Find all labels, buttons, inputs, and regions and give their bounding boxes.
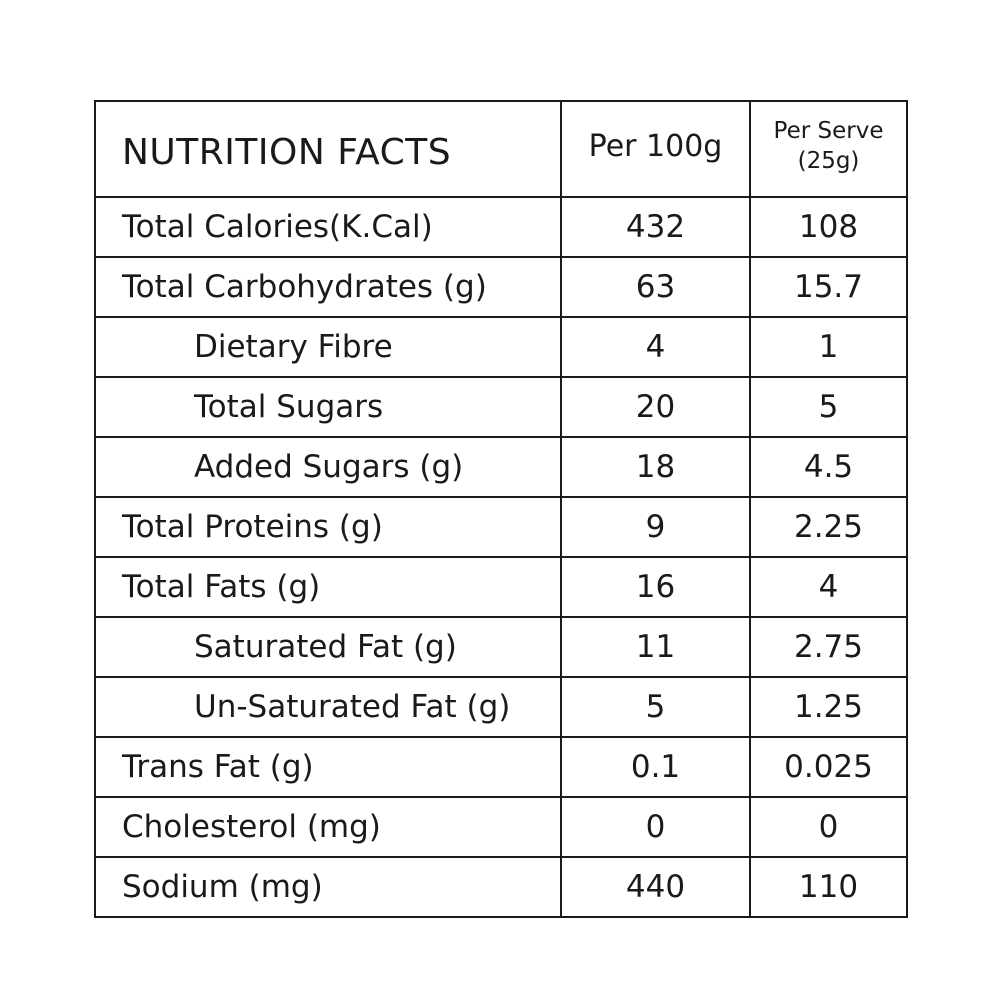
value-per-100g: 16 — [560, 556, 751, 618]
row-label: Added Sugars (g) — [94, 436, 562, 498]
nutrition-facts-table: NUTRITION FACTS Per 100g Per Serve (25g)… — [94, 100, 908, 918]
value-per-serve: 15.7 — [749, 256, 908, 318]
value-per-serve: 108 — [749, 196, 908, 258]
row-label: Total Calories(K.Cal) — [94, 196, 562, 258]
value-per-serve: 110 — [749, 856, 908, 918]
column-header-per-serve: Per Serve (25g) — [749, 100, 908, 198]
row-label: Cholesterol (mg) — [94, 796, 562, 858]
value-per-serve: 5 — [749, 376, 908, 438]
row-label: Total Proteins (g) — [94, 496, 562, 558]
table-row-total-calories: Total Calories(K.Cal) 432 108 — [94, 196, 908, 258]
value-per-100g: 9 — [560, 496, 751, 558]
value-per-serve: 1.25 — [749, 676, 908, 738]
table-row-added-sugars: Added Sugars (g) 18 4.5 — [94, 436, 908, 498]
value-per-serve: 4.5 — [749, 436, 908, 498]
table-row-unsaturated-fat: Un-Saturated Fat (g) 5 1.25 — [94, 676, 908, 738]
value-per-100g: 63 — [560, 256, 751, 318]
row-label: Total Carbohydrates (g) — [94, 256, 562, 318]
table-row-cholesterol: Cholesterol (mg) 0 0 — [94, 796, 908, 858]
value-per-100g: 4 — [560, 316, 751, 378]
row-label: Un-Saturated Fat (g) — [94, 676, 562, 738]
value-per-serve: 2.25 — [749, 496, 908, 558]
table-row-total-sugars: Total Sugars 20 5 — [94, 376, 908, 438]
value-per-100g: 5 — [560, 676, 751, 738]
row-label: Total Sugars — [94, 376, 562, 438]
per-serve-size: (25g) — [797, 148, 860, 174]
value-per-100g: 0.1 — [560, 736, 751, 798]
row-label: Dietary Fibre — [94, 316, 562, 378]
row-label: Saturated Fat (g) — [94, 616, 562, 678]
value-per-serve: 4 — [749, 556, 908, 618]
value-per-100g: 432 — [560, 196, 751, 258]
value-per-100g: 20 — [560, 376, 751, 438]
row-label: Sodium (mg) — [94, 856, 562, 918]
table-row-total-fats: Total Fats (g) 16 4 — [94, 556, 908, 618]
value-per-100g: 0 — [560, 796, 751, 858]
row-label: Total Fats (g) — [94, 556, 562, 618]
value-per-serve: 2.75 — [749, 616, 908, 678]
value-per-100g: 18 — [560, 436, 751, 498]
table-row-sodium: Sodium (mg) 440 110 — [94, 856, 908, 918]
per-serve-label: Per Serve — [773, 118, 884, 144]
value-per-100g: 440 — [560, 856, 751, 918]
column-header-per-100g: Per 100g — [560, 100, 751, 198]
table-row-saturated-fat: Saturated Fat (g) 11 2.75 — [94, 616, 908, 678]
value-per-100g: 11 — [560, 616, 751, 678]
value-per-serve: 0.025 — [749, 736, 908, 798]
table-row-total-proteins: Total Proteins (g) 9 2.25 — [94, 496, 908, 558]
table-row-trans-fat: Trans Fat (g) 0.1 0.025 — [94, 736, 908, 798]
table-header-row: NUTRITION FACTS Per 100g Per Serve (25g) — [94, 100, 908, 198]
value-per-serve: 1 — [749, 316, 908, 378]
table-row-total-carbohydrates: Total Carbohydrates (g) 63 15.7 — [94, 256, 908, 318]
value-per-serve: 0 — [749, 796, 908, 858]
row-label: Trans Fat (g) — [94, 736, 562, 798]
table-row-dietary-fibre: Dietary Fibre 4 1 — [94, 316, 908, 378]
table-title: NUTRITION FACTS — [94, 100, 562, 198]
